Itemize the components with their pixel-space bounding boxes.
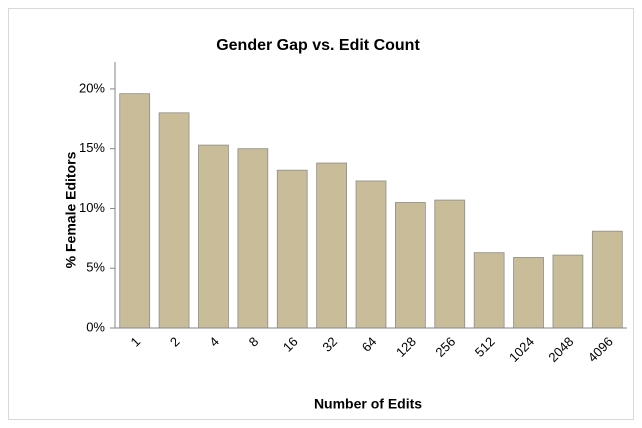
y-tick-label: 10% <box>79 200 105 215</box>
bar <box>434 199 466 329</box>
bar <box>316 162 347 329</box>
y-axis-title: % Female Editors <box>63 151 79 268</box>
bar <box>276 169 308 329</box>
bar <box>119 93 151 329</box>
bar <box>395 202 426 329</box>
bar <box>552 254 584 329</box>
bar <box>198 144 229 329</box>
y-tick-label: 15% <box>79 140 105 155</box>
x-axis-title: Number of Edits <box>314 396 422 412</box>
y-tick-label: 5% <box>86 260 105 275</box>
bar <box>237 148 269 329</box>
bar <box>355 180 387 329</box>
y-tick-label: 0% <box>86 319 105 334</box>
chart-title: Gender Gap vs. Edit Count <box>216 37 420 54</box>
bar <box>513 257 544 329</box>
bar <box>591 230 623 329</box>
bar <box>158 112 190 329</box>
bar <box>473 252 505 329</box>
y-tick-label: 20% <box>79 80 105 95</box>
